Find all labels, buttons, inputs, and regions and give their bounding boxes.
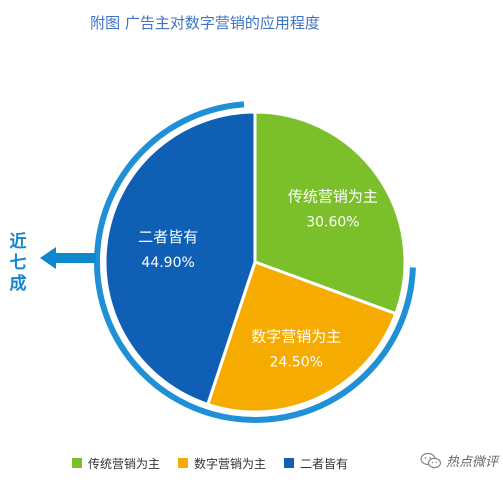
legend-label: 传统营销为主 (88, 456, 161, 471)
left-arrow-icon (40, 247, 96, 269)
arrow-shape (40, 247, 96, 269)
watermark-text: 热点微评 (446, 455, 499, 470)
annotation-label: 近 七 成 (8, 232, 28, 295)
legend-swatch (284, 458, 295, 468)
outer-ring-arc-1 (94, 101, 245, 422)
wechat-icon (420, 452, 442, 468)
legend-item-both: 二者皆有 (284, 455, 348, 472)
chart-title: 附图 广告主对数字营销的应用程度 (90, 14, 320, 32)
annotation-char: 成 (9, 274, 27, 294)
slice-label-digital: 数字营销为主 (251, 328, 341, 346)
outer-ring-arc-2 (232, 267, 416, 423)
legend-swatch (178, 458, 189, 468)
legend-label: 数字营销为主 (194, 456, 267, 471)
annotation-char: 近 (9, 232, 27, 252)
legend-item-digital: 数字营销为主 (178, 455, 266, 472)
pie-labels: 传统营销为主 30.60% 数字营销为主 24.50% 二者皆有 44.90% (138, 188, 378, 371)
legend-swatch (72, 458, 82, 468)
slice-value-both: 44.90% (141, 255, 194, 271)
legend: 传统营销为主 数字营销为主 二者皆有 (72, 453, 348, 473)
pie-slice-both (103, 110, 257, 407)
slice-value-digital: 24.50% (270, 355, 323, 371)
legend-label: 二者皆有 (300, 456, 349, 471)
pie-slices (103, 110, 407, 414)
outer-ring (94, 101, 416, 423)
slice-label-both: 二者皆有 (138, 228, 198, 246)
legend-item-traditional: 传统营销为主 (72, 455, 160, 472)
pie-slice-traditional (253, 110, 407, 316)
annotation-char: 七 (9, 253, 27, 273)
pie-slice-digital (205, 260, 398, 414)
slice-value-traditional: 30.60% (306, 215, 359, 231)
slice-label-traditional: 传统营销为主 (288, 188, 378, 206)
watermark: 热点微评 (420, 451, 498, 470)
